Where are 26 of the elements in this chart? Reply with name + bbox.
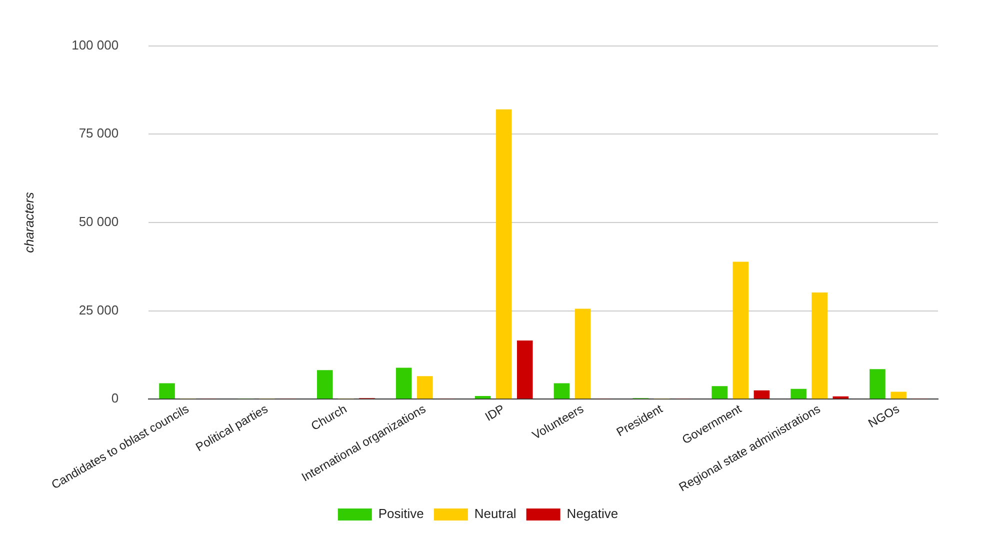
legend-label: Negative <box>566 506 618 522</box>
bar <box>732 262 749 399</box>
bar <box>754 390 770 399</box>
y-tick-label: 50 000 <box>78 214 119 230</box>
y-tick-label: 0 <box>111 390 119 406</box>
bar <box>790 388 806 399</box>
y-tick-label: 100 000 <box>72 37 119 52</box>
bar <box>496 109 512 399</box>
legend-label: Positive <box>378 506 424 522</box>
bar <box>890 392 906 399</box>
bar <box>712 386 728 399</box>
bar <box>396 368 412 399</box>
y-axis-title: characters <box>21 192 36 253</box>
bar <box>159 383 175 399</box>
bar <box>554 383 570 399</box>
bar <box>812 292 828 399</box>
bar <box>574 308 591 399</box>
bar <box>516 340 533 399</box>
legend-label: Neutral <box>474 506 516 522</box>
x-tick-label: IDP <box>482 402 507 424</box>
y-tick-label: 25 000 <box>78 302 119 318</box>
y-tick-label: 75 000 <box>78 126 119 141</box>
bar <box>870 369 886 399</box>
bar <box>317 370 333 399</box>
bar <box>474 396 491 399</box>
bar <box>416 376 433 399</box>
